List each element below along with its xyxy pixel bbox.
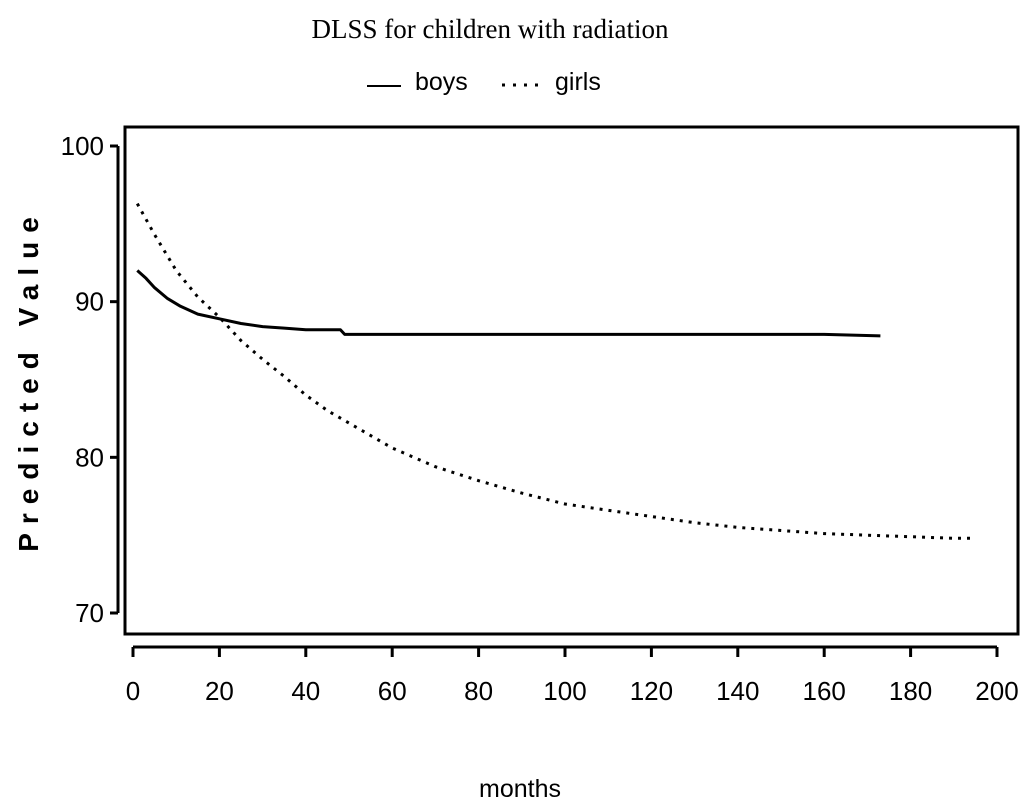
- x-axis-label: months: [479, 775, 561, 803]
- y-axis: 70 80 90 100: [61, 131, 120, 628]
- x-tick-label: 140: [716, 676, 759, 706]
- x-tick-label: 60: [378, 676, 407, 706]
- series-line-girls: [135, 202, 976, 540]
- x-tick-label: 80: [464, 676, 493, 706]
- series-layer: [135, 202, 976, 540]
- y-tick-label: 100: [61, 131, 104, 161]
- y-tick-label: 70: [75, 598, 104, 628]
- legend: boys girls: [367, 68, 601, 96]
- y-tick-label: 90: [75, 287, 104, 317]
- x-tick-label: 120: [630, 676, 673, 706]
- x-tick-label: 20: [205, 676, 234, 706]
- x-tick-label: 160: [803, 676, 846, 706]
- chart-title: DLSS for children with radiation: [312, 14, 669, 44]
- x-tick-label: 40: [291, 676, 320, 706]
- x-axis: 0 20 40 60 80 100 120 140 160 180 200: [126, 645, 1019, 706]
- legend-label-girls: girls: [555, 68, 601, 96]
- y-tick-label: 80: [75, 442, 104, 472]
- x-tick-label: 100: [543, 676, 586, 706]
- x-tick-label: 0: [126, 676, 140, 706]
- x-tick-label: 180: [889, 676, 932, 706]
- legend-label-boys: boys: [415, 68, 468, 96]
- plot-frame: [123, 125, 1020, 636]
- x-tick-label: 200: [975, 676, 1018, 706]
- series-line-boys: [136, 269, 881, 338]
- y-axis-label: Predicted Value: [13, 208, 44, 552]
